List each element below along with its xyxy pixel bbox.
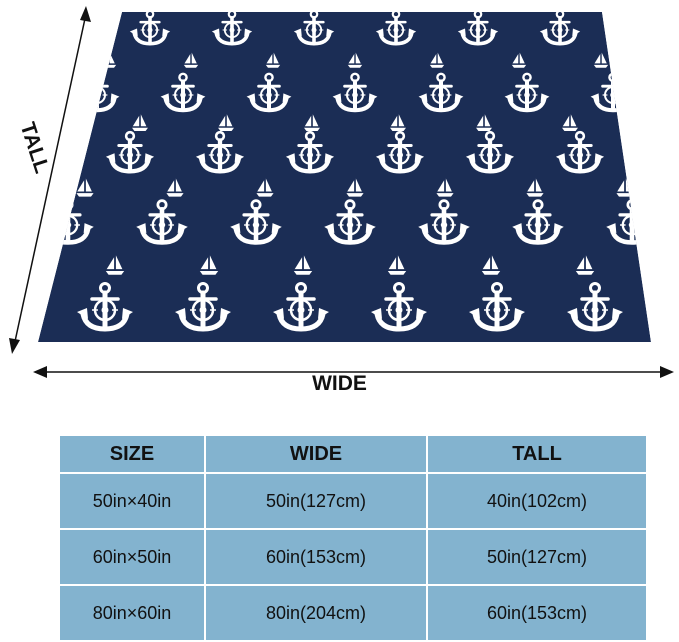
- sailboat-icon: [670, 255, 679, 274]
- table-row: 50in×40in 50in(127cm) 40in(102cm): [58, 472, 648, 530]
- table-row: 80in×60in 80in(204cm) 60in(153cm): [58, 584, 648, 642]
- size-cell: 50in×40in: [58, 472, 206, 530]
- sailboat-icon: [20, 53, 34, 68]
- anchor-icon: [0, 284, 35, 330]
- wide-cell: 50in(127cm): [204, 472, 428, 530]
- sailboat-icon: [0, 179, 4, 197]
- header-tall: TALL: [426, 434, 648, 474]
- header-wide: WIDE: [204, 434, 428, 474]
- blanket-figure: [0, 6, 679, 378]
- anchor-icon: [646, 132, 679, 171]
- size-cell: 60in×50in: [58, 528, 206, 586]
- sailboat-icon: [648, 114, 651, 131]
- sailboat-icon: [46, 114, 62, 131]
- anchor-icon: [620, 12, 651, 46]
- size-cell: 80in×60in: [58, 584, 206, 642]
- tall-cell: 40in(102cm): [426, 472, 648, 530]
- tall-cell: 50in(127cm): [426, 528, 648, 586]
- tall-cell: 60in(153cm): [426, 584, 648, 642]
- wide-label: WIDE: [312, 372, 367, 395]
- size-table: SIZE WIDE TALL 50in×40in 50in(127cm) 40i…: [58, 434, 648, 642]
- sailboat-icon: [12, 255, 30, 274]
- wide-cell: 80in(204cm): [204, 584, 428, 642]
- table-row: 60in×50in 60in(153cm) 50in(127cm): [58, 528, 648, 586]
- tall-dimension-arrow: [9, 6, 91, 354]
- wide-cell: 60in(153cm): [204, 528, 428, 586]
- size-table-header-row: SIZE WIDE TALL: [58, 434, 648, 474]
- header-size: SIZE: [58, 434, 206, 474]
- anchor-icon: [665, 284, 679, 330]
- wide-dimension-arrow: [33, 366, 674, 378]
